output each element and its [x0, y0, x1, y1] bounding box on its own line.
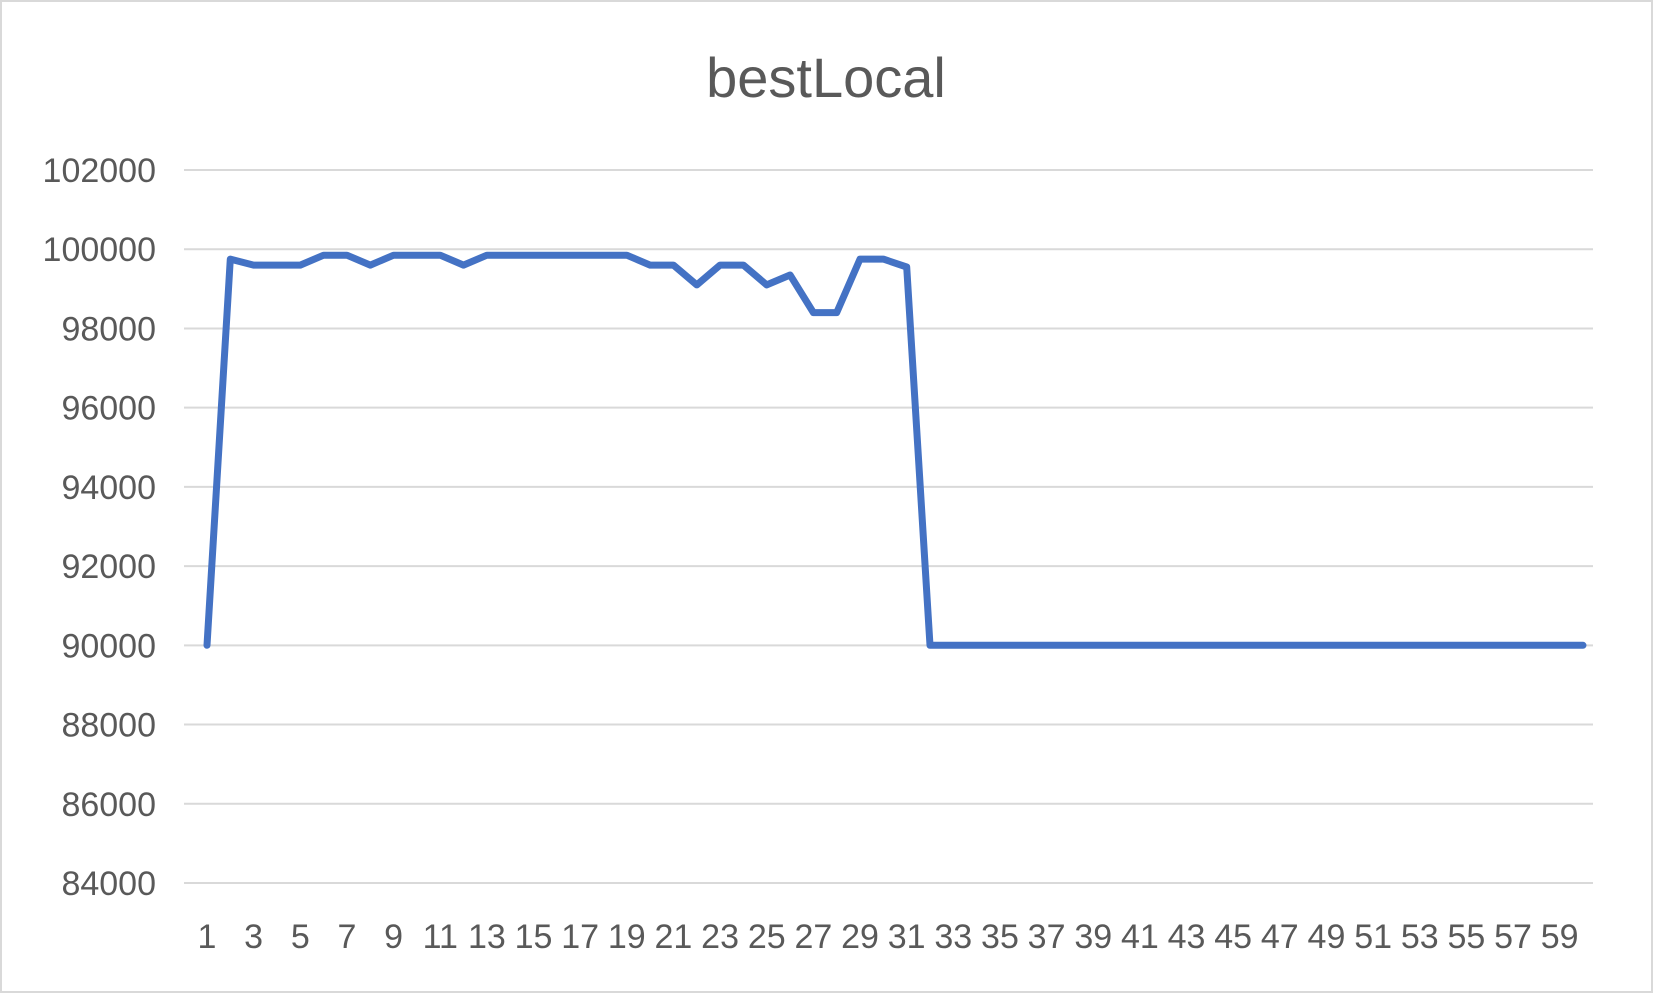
x-tick-label: 23 — [701, 918, 739, 956]
x-tick-label: 3 — [244, 918, 263, 956]
series-layer — [203, 251, 1587, 649]
y-tick-label: 94000 — [61, 469, 156, 507]
x-tick-label: 41 — [1121, 918, 1159, 956]
x-tick-label: 17 — [561, 918, 599, 956]
x-tick-label: 25 — [748, 918, 786, 956]
y-tick-label: 90000 — [61, 627, 156, 665]
x-tick-label: 13 — [468, 918, 506, 956]
x-tick-label: 55 — [1447, 918, 1485, 956]
y-tick-label: 92000 — [61, 548, 156, 586]
x-tick-label: 19 — [608, 918, 646, 956]
x-axis-tick-labels: 1 3 5 7 9 11 13 15 17 19 21 23 25 27 29 31 33 35 37 39 41 43 4… — [198, 918, 1579, 956]
x-tick-label: 21 — [655, 918, 693, 956]
y-tick-label: 98000 — [61, 310, 156, 348]
x-tick-label: 31 — [888, 918, 926, 956]
x-tick-label: 1 — [198, 918, 217, 956]
y-axis-tick-labels: 84000 86000 88000 90000 92000 94000 96000 98000… — [43, 152, 156, 903]
x-tick-label: 7 — [337, 918, 356, 956]
x-tick-label: 33 — [934, 918, 972, 956]
x-tick-label: 59 — [1541, 918, 1579, 956]
x-tick-label: 37 — [1028, 918, 1066, 956]
x-tick-label: 47 — [1261, 918, 1299, 956]
y-tick-label: 100000 — [43, 231, 156, 269]
x-tick-label: 51 — [1354, 918, 1392, 956]
x-tick-label: 39 — [1074, 918, 1112, 956]
y-tick-label: 88000 — [61, 707, 156, 745]
x-tick-label: 5 — [291, 918, 310, 956]
series-line — [203, 251, 1587, 649]
x-tick-label: 43 — [1168, 918, 1206, 956]
y-tick-label: 96000 — [61, 390, 156, 428]
x-tick-label: 45 — [1214, 918, 1252, 956]
gridlines — [184, 169, 1593, 884]
x-tick-label: 15 — [515, 918, 553, 956]
y-tick-label: 102000 — [43, 152, 156, 190]
x-tick-label: 29 — [841, 918, 879, 956]
x-tick-label: 9 — [384, 918, 403, 956]
x-tick-label: 11 — [423, 918, 458, 956]
x-tick-label: 27 — [794, 918, 832, 956]
x-tick-label: 35 — [981, 918, 1019, 956]
x-tick-label: 57 — [1494, 918, 1532, 956]
x-tick-label: 49 — [1308, 918, 1346, 956]
chart-title: bestLocal — [706, 46, 946, 109]
y-tick-label: 84000 — [61, 865, 156, 903]
y-tick-label: 86000 — [61, 786, 156, 824]
x-tick-label: 53 — [1401, 918, 1439, 956]
